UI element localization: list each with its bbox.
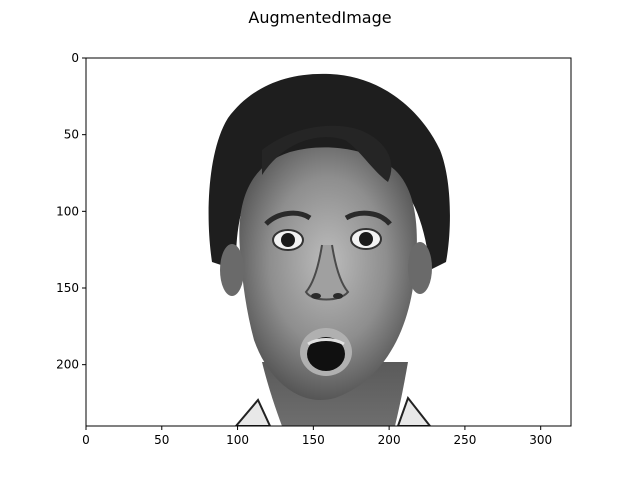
- left-ear: [220, 244, 244, 296]
- x-tick-label: 150: [302, 433, 325, 447]
- axes-frame: [85, 57, 572, 427]
- x-tick-label: 100: [226, 433, 249, 447]
- right-ear: [408, 242, 432, 294]
- x-tick-label: 50: [154, 433, 169, 447]
- axis-ticks: 0 50 100 150 200 250 300 0 50 100 150 200: [56, 51, 552, 447]
- y-tick-label: 200: [56, 358, 79, 372]
- face-image: [208, 73, 450, 426]
- nose: [304, 244, 350, 301]
- x-tick-label: 250: [453, 433, 476, 447]
- shirt-collar: [234, 398, 272, 426]
- y-tick-label: 150: [56, 281, 79, 295]
- y-tick-label: 100: [56, 204, 79, 218]
- x-tick-label: 0: [82, 433, 90, 447]
- x-tick-label: 300: [529, 433, 552, 447]
- left-eyebrow: [264, 210, 312, 226]
- y-tick-label: 50: [64, 128, 79, 142]
- right-eyebrow: [344, 210, 392, 226]
- chart-title: AugmentedImage: [248, 8, 392, 27]
- hair: [208, 73, 450, 270]
- x-tick-label: 200: [378, 433, 401, 447]
- y-tick-label: 0: [71, 51, 79, 65]
